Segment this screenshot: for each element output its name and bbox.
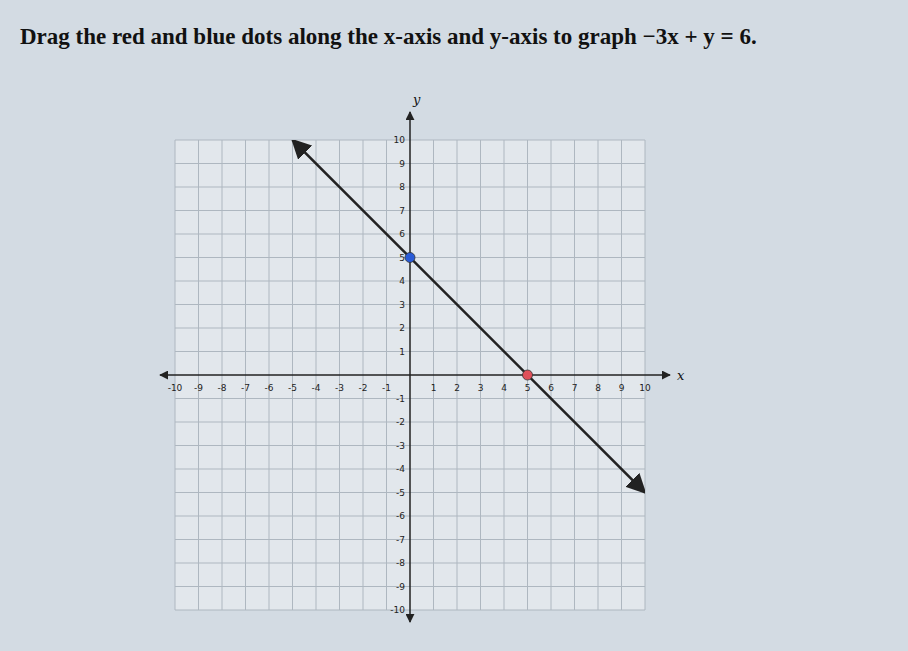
title: Drag the red and blue dots along the x-a… bbox=[20, 24, 757, 49]
tick-label: 7 bbox=[572, 383, 578, 393]
tick-label: -7 bbox=[241, 383, 250, 393]
tick-label: 8 bbox=[399, 182, 405, 192]
tick-label: 8 bbox=[595, 383, 601, 393]
tick-label: -7 bbox=[396, 535, 405, 545]
tick-label: -6 bbox=[265, 383, 274, 393]
y-axis bbox=[409, 112, 411, 622]
tick-label: 10 bbox=[639, 383, 651, 393]
tick-label: 4 bbox=[501, 383, 507, 393]
tick-label: -10 bbox=[390, 605, 405, 615]
tick-label: 6 bbox=[399, 229, 405, 239]
tick-label: 3 bbox=[478, 383, 484, 393]
tick-label: 1 bbox=[399, 347, 405, 357]
tick-label: -2 bbox=[359, 383, 368, 393]
tick-label: -8 bbox=[396, 558, 405, 568]
tick-label: 2 bbox=[399, 323, 405, 333]
tick-label: -8 bbox=[218, 383, 227, 393]
tick-label: -3 bbox=[396, 441, 405, 451]
tick-label: -6 bbox=[396, 511, 405, 521]
tick-label: 9 bbox=[399, 159, 405, 169]
tick-label: -5 bbox=[396, 488, 405, 498]
plot-marks bbox=[293, 140, 646, 493]
tick-label: -1 bbox=[382, 383, 391, 393]
tick-label: 1 bbox=[431, 383, 437, 393]
tick-label: -4 bbox=[396, 464, 405, 474]
tick-label: -9 bbox=[396, 582, 405, 592]
drag-point[interactable] bbox=[405, 253, 415, 263]
tick-label: 10 bbox=[394, 135, 406, 145]
tick-label: -10 bbox=[168, 383, 183, 393]
tick-label: 3 bbox=[399, 300, 405, 310]
tick-label: -2 bbox=[396, 417, 405, 427]
tick-label: 9 bbox=[619, 383, 625, 393]
tick-label: 4 bbox=[399, 276, 405, 286]
tick-label: 5 bbox=[525, 383, 531, 393]
tick-label: -9 bbox=[194, 383, 203, 393]
tick-label: 2 bbox=[454, 383, 460, 393]
axis-label: y bbox=[412, 92, 421, 107]
x-axis bbox=[160, 374, 670, 376]
canvas: Drag the red and blue dots along the x-a… bbox=[0, 0, 908, 651]
tick-label: 5 bbox=[399, 253, 405, 263]
axis-label: x bbox=[677, 368, 685, 383]
drag-point[interactable] bbox=[523, 370, 533, 380]
tick-label: -4 bbox=[312, 383, 321, 393]
tick-label: -5 bbox=[288, 383, 297, 393]
tick-label: 6 bbox=[548, 383, 554, 393]
graph-line bbox=[293, 140, 646, 493]
tick-label: -3 bbox=[335, 383, 344, 393]
tick-label: 7 bbox=[399, 206, 405, 216]
tick-label: -1 bbox=[396, 394, 405, 404]
